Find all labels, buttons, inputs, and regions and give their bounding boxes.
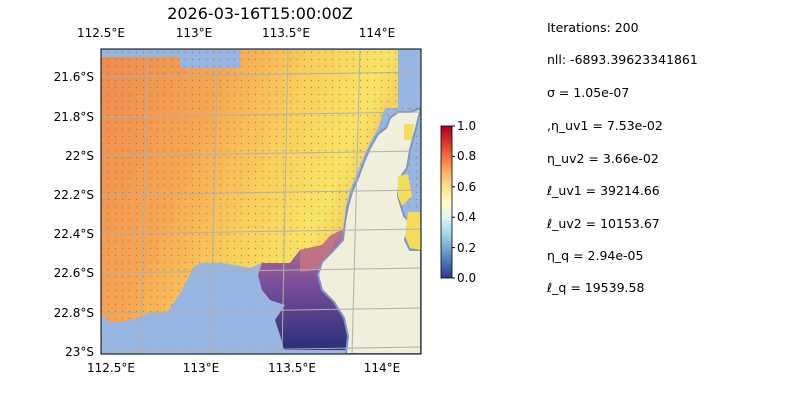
stat-eta-q: η_q = 2.94e-05 (547, 248, 644, 263)
stat-ell-uv1: ℓ_uv1 = 39214.66 (547, 183, 660, 198)
lon-tick-bottom: 113°E (182, 361, 220, 375)
colorbar-ticks (452, 125, 455, 279)
stat-ell-uv2: ℓ_uv2 = 10153.67 (547, 216, 660, 231)
colorbar (440, 125, 453, 279)
colorbar-label: 1.0 (457, 119, 477, 133)
lon-tick-top: 113°E (175, 26, 213, 40)
lon-tick-top: 112.5°E (77, 26, 125, 40)
lat-tick: 21.8°S (53, 110, 94, 124)
lat-tick: 22.4°S (53, 227, 94, 241)
stat-iterations: Iterations: 200 (547, 20, 639, 35)
stat-eta-uv1: ,η_uv1 = 7.53e-02 (547, 118, 663, 133)
map-title: 2026-03-16T15:00:00Z (167, 4, 353, 23)
lon-tick-bottom: 113.5°E (268, 361, 316, 375)
lat-tick: 23°S (65, 345, 94, 359)
stat-eta-uv2: η_uv2 = 3.66e-02 (547, 151, 659, 166)
lon-tick-top: 113.5°E (262, 26, 310, 40)
gridlines (101, 49, 421, 354)
land (316, 106, 421, 354)
lon-tick-bottom: 112.5°E (87, 361, 135, 375)
map-border (100, 48, 422, 355)
lat-tick: 22°S (65, 149, 94, 163)
colorbar-label: 0.8 (457, 149, 477, 163)
stat-ell-q: ℓ_q = 19539.58 (547, 280, 645, 295)
colorbar-label: 0.2 (457, 241, 477, 255)
lat-tick: 22.2°S (53, 188, 94, 202)
lat-tick: 21.6°S (53, 70, 94, 84)
lat-tick: 22.8°S (53, 306, 94, 320)
lon-tick-top: 114°E (358, 26, 396, 40)
lat-tick: 22.6°S (53, 266, 94, 280)
colorbar-label: 0.0 (457, 271, 477, 285)
stat-nll: nll: -6893.39623341861 (547, 52, 698, 67)
colorbar-label: 0.6 (457, 180, 477, 194)
colorbar-label: 0.4 (457, 210, 477, 224)
lon-tick-bottom: 114°E (363, 361, 401, 375)
stat-sigma: σ = 1.05e-07 (547, 85, 630, 100)
map-area (101, 49, 421, 354)
